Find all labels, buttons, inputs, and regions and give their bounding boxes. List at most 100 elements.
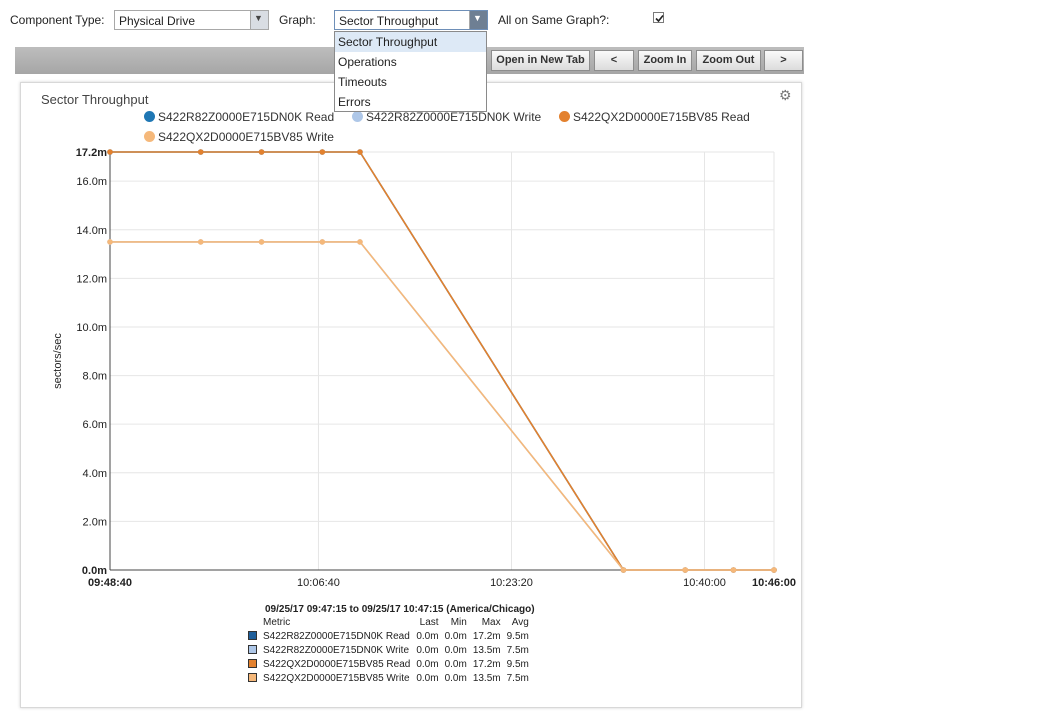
graph-label: Graph: <box>279 13 316 27</box>
summary-header: Last <box>419 616 439 628</box>
next-button[interactable]: > <box>764 50 803 71</box>
summary-header: Max <box>481 616 501 628</box>
legend-label: S422QX2D0000E715BV85 Write <box>158 130 334 144</box>
zoom-out-button[interactable]: Zoom Out <box>696 50 761 71</box>
data-point <box>107 239 113 245</box>
y-tick-label: 6.0m <box>83 419 107 431</box>
data-point <box>258 239 265 245</box>
legend-item[interactable]: S422QX2D0000E715BV85 Write <box>144 130 334 144</box>
summary-swatch <box>248 630 257 640</box>
line-chart: 0.0m 2.0m 4.0m 6.0m 8.0m 10.0m 12.0m 14.0m 16.0m… <box>52 147 796 589</box>
y-tick-label: 17.2m <box>76 147 107 159</box>
prev-button[interactable]: < <box>594 50 634 71</box>
data-point <box>357 149 363 155</box>
x-tick-label: 09:48:40 <box>88 577 132 589</box>
summary-swatch <box>248 644 257 654</box>
summary-avg: 9.5m <box>506 658 529 670</box>
summary-metric: S422R82Z0000E715DN0K Read <box>263 630 410 642</box>
y-tick-label: 14.0m <box>76 225 107 237</box>
summary-row: S422R82Z0000E715DN0K Write 0.0m 0.0m 13.… <box>245 643 532 657</box>
data-point <box>620 567 627 573</box>
summary-header-row: Metric Last Min Max Avg <box>245 615 532 629</box>
legend-swatch <box>144 111 155 122</box>
x-tick-label: 10:40:00 <box>683 577 726 589</box>
legend-item[interactable]: S422R82Z0000E715DN0K Write <box>352 110 541 124</box>
component-type-value: Physical Drive <box>119 14 196 28</box>
y-tick-label: 4.0m <box>83 468 107 480</box>
y-axis-label: sectors/sec <box>52 333 64 389</box>
legend-swatch <box>559 111 570 122</box>
open-new-tab-button[interactable]: Open in New Tab <box>491 50 590 71</box>
chevron-down-icon[interactable]: ▼ <box>250 11 268 29</box>
y-tick-label: 10.0m <box>76 322 107 334</box>
chart-panel: Sector Throughput ⚙ S422R82Z0000E715DN0K… <box>20 82 802 708</box>
data-point <box>771 567 777 573</box>
graph-dropdown-list: Sector Throughput Operations Timeouts Er… <box>334 31 487 112</box>
y-tick-label: 8.0m <box>83 371 107 383</box>
dropdown-option-operations[interactable]: Operations <box>338 55 397 69</box>
legend-item[interactable]: S422R82Z0000E715DN0K Read <box>144 110 334 124</box>
graph-value: Sector Throughput <box>339 14 439 28</box>
summary-metric: S422R82Z0000E715DN0K Write <box>263 644 410 656</box>
summary-max: 13.5m <box>472 672 501 684</box>
summary-header: Min <box>450 616 467 628</box>
summary-header: Avg <box>511 616 529 628</box>
component-type-select[interactable]: Physical Drive ▼ <box>114 10 269 30</box>
summary-metric: S422QX2D0000E715BV85 Read <box>263 658 411 670</box>
summary-last: 0.0m <box>416 644 439 656</box>
data-point <box>682 567 689 573</box>
summary-avg: 7.5m <box>506 672 529 684</box>
same-graph-label: All on Same Graph?: <box>498 13 610 27</box>
legend-swatch <box>352 111 363 122</box>
legend-label: S422R82Z0000E715DN0K Read <box>158 110 335 124</box>
dropdown-option-sector-throughput[interactable]: Sector Throughput <box>335 32 486 52</box>
x-tick-label: 10:06:40 <box>297 577 340 589</box>
summary-min: 0.0m <box>444 644 467 656</box>
y-tick-label: 2.0m <box>83 516 107 528</box>
summary-range: 09/25/17 09:47:15 to 09/25/17 10:47:15 (… <box>265 604 535 615</box>
legend-label: S422QX2D0000E715BV85 Read <box>573 110 750 124</box>
series-line <box>110 151 774 571</box>
legend-swatch <box>144 131 155 142</box>
summary-last: 0.0m <box>416 658 439 670</box>
series-line <box>110 241 774 571</box>
dropdown-option-timeouts[interactable]: Timeouts <box>338 75 387 89</box>
summary-header: Metric <box>263 616 291 628</box>
dropdown-option-errors[interactable]: Errors <box>338 95 371 109</box>
summary-min: 0.0m <box>444 672 467 684</box>
summary-avg: 7.5m <box>506 644 529 656</box>
data-point <box>258 149 265 155</box>
summary-max: 17.2m <box>472 630 501 642</box>
x-tick-label: 10:46:00 <box>752 577 796 589</box>
summary-max: 17.2m <box>472 658 501 670</box>
summary-max: 13.5m <box>472 644 501 656</box>
gear-icon[interactable]: ⚙ <box>779 87 792 103</box>
summary-min: 0.0m <box>444 630 467 642</box>
summary-row: S422QX2D0000E715BV85 Read 0.0m 0.0m 17.2… <box>245 657 532 671</box>
summary-last: 0.0m <box>416 672 439 684</box>
series-line <box>110 151 774 571</box>
y-tick-label: 16.0m <box>76 176 107 188</box>
graph-select[interactable]: Sector Throughput ▼ <box>334 10 488 30</box>
chevron-down-icon[interactable]: ▼ <box>469 11 487 29</box>
summary-row: S422QX2D0000E715BV85 Write 0.0m 0.0m 13.… <box>245 671 532 685</box>
summary-swatch <box>248 658 257 668</box>
x-tick-label: 10:23:20 <box>490 577 533 589</box>
zoom-in-button[interactable]: Zoom In <box>638 50 692 71</box>
same-graph-checkbox[interactable] <box>653 12 664 23</box>
data-point <box>197 239 204 245</box>
summary-avg: 9.5m <box>506 630 529 642</box>
data-point <box>357 239 363 245</box>
component-type-label: Component Type: <box>10 13 105 27</box>
summary-last: 0.0m <box>416 630 439 642</box>
summary-metric: S422QX2D0000E715BV85 Write <box>263 672 410 684</box>
summary-min: 0.0m <box>444 658 467 670</box>
summary-swatch <box>248 672 257 682</box>
legend-label: S422R82Z0000E715DN0K Write <box>366 110 542 124</box>
legend-item[interactable]: S422QX2D0000E715BV85 Read <box>559 110 750 124</box>
summary-table: Metric Last Min Max Avg S422R82Z0000E715… <box>245 615 532 685</box>
series-line <box>110 241 774 571</box>
data-point <box>197 149 204 155</box>
data-point <box>319 239 326 245</box>
y-tick-label: 12.0m <box>76 273 107 285</box>
